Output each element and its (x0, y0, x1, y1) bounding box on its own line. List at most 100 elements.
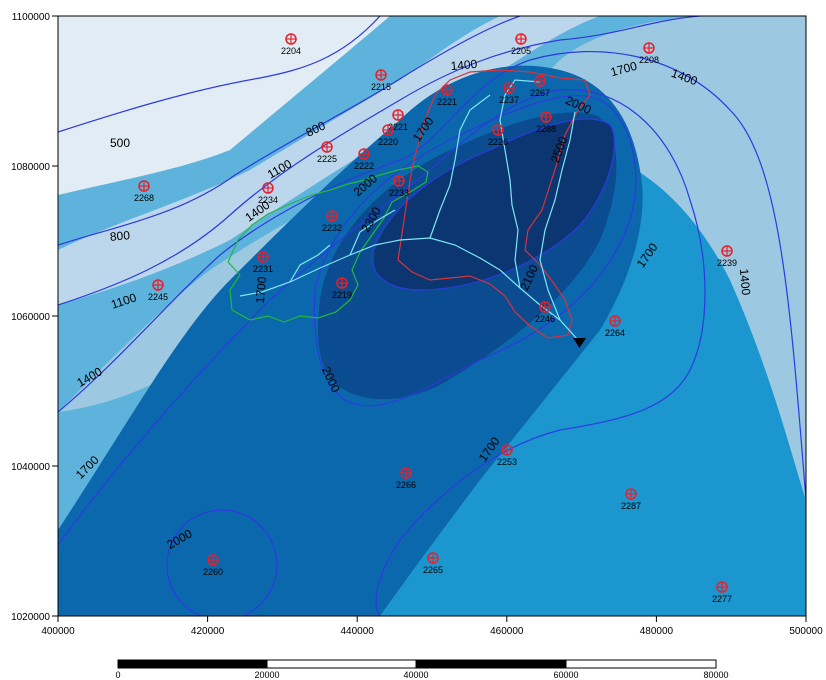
station-2277[interactable]: 2277 (712, 581, 732, 604)
station-label: 2266 (396, 480, 416, 490)
outlet-marker (573, 338, 586, 348)
station-label: 2221 (437, 97, 457, 107)
station-label: 2260 (203, 567, 223, 577)
station-label: 2267 (530, 88, 550, 98)
station-label: 2219 (332, 290, 352, 300)
station-2205[interactable]: 2205 (511, 33, 531, 56)
station-label: 2268 (134, 193, 154, 203)
x-axis-tick-label: 460000 (490, 626, 524, 637)
station-2219[interactable]: 2219 (332, 277, 352, 300)
scale-bar-segment (117, 659, 268, 669)
station-label: 2226 (488, 137, 508, 147)
station-2287[interactable]: 2287 (621, 488, 641, 511)
station-2234[interactable]: 2234 (258, 182, 278, 205)
station-2268[interactable]: 2268 (134, 180, 154, 203)
station-label: 2222 (354, 161, 374, 171)
x-axis-tick-label: 440000 (341, 626, 375, 637)
station-label: 2287 (621, 501, 641, 511)
x-axis-tick-label: 480000 (640, 626, 674, 637)
station-label: 2265 (423, 565, 443, 575)
contour-800 (58, 16, 521, 246)
contour-lines (58, 16, 806, 616)
station-2260[interactable]: 2260 (203, 554, 223, 577)
station-2245[interactable]: 2245 (148, 279, 168, 302)
station-label: 2245 (148, 292, 168, 302)
contour-2000-main (313, 94, 637, 407)
contour-label-500: 500 (110, 136, 130, 150)
y-axis-tick-label: 1080000 (11, 162, 50, 173)
scale-bar-segment (415, 659, 567, 669)
band-500 (58, 16, 390, 195)
station-2239[interactable]: 2239 (717, 245, 737, 268)
station-2204[interactable]: 2204 (281, 33, 301, 56)
scale-bar-segment (565, 659, 717, 669)
y-axis-tick-label: 1040000 (11, 462, 50, 473)
x-axis-tick-label: 500000 (789, 626, 823, 637)
x-axis-tick-label: 400000 (41, 626, 75, 637)
station-2265[interactable]: 2265 (423, 552, 443, 575)
basin-boundary-green (227, 165, 429, 323)
scale-bar-label: 0 (115, 670, 120, 680)
station-2264[interactable]: 2264 (605, 315, 625, 338)
station-label: 2239 (717, 258, 737, 268)
stream-east (539, 111, 576, 321)
contour-label-1700: 1700 (253, 276, 269, 304)
station-2231[interactable]: 2231 (253, 251, 273, 274)
scale-bar-label: 80000 (703, 670, 728, 680)
station-label: 2234 (258, 195, 278, 205)
station-2267[interactable]: 2267 (530, 75, 550, 98)
station-2266[interactable]: 2266 (396, 467, 416, 490)
band-2600 (374, 119, 614, 290)
band-2000-southwest (167, 510, 277, 616)
station-2208[interactable]: 2208 (639, 42, 659, 65)
scale-bar-label: 20000 (254, 670, 279, 680)
rain-gauge-stations: 2204 2205 2208 2215 2221 2237 2267 2221 2220 2226… (134, 33, 737, 604)
station-2232[interactable]: 2232 (322, 210, 342, 233)
y-axis-tick-label: 1020000 (11, 612, 50, 623)
contour-label-1400: 1400 (737, 268, 753, 296)
station-2233[interactable]: 2233 (389, 175, 409, 198)
station-2221[interactable]: 2221 (437, 84, 457, 107)
station-2220[interactable]: 2220 (378, 124, 398, 147)
station-2246[interactable]: 2246 (535, 301, 555, 324)
scale-bar-label: 60000 (553, 670, 578, 680)
station-label: 2221 (388, 122, 408, 132)
y-axis-tick-label: 1100000 (12, 12, 51, 23)
basin-boundary-red (397, 69, 591, 339)
station-label: 2225 (317, 154, 337, 164)
stream-tributary2 (289, 244, 331, 283)
contour-label-800: 800 (109, 228, 130, 244)
station-label: 2204 (281, 46, 301, 56)
station-label: 2253 (497, 457, 517, 467)
station-label: 2208 (639, 55, 659, 65)
scale-bar-segment (266, 659, 417, 669)
y-axis-tick-label: 1060000 (11, 312, 50, 323)
contour-2000-southwest (166, 509, 278, 616)
station-label: 2220 (378, 137, 398, 147)
map-axes: 400000 420000 440000 460000 480000 500000 1100… (11, 12, 823, 637)
station-label: 2231 (253, 264, 273, 274)
contour-label-1400: 1400 (450, 57, 478, 73)
contour-500 (58, 16, 381, 133)
station-label: 2277 (712, 594, 732, 604)
station-2222[interactable]: 2222 (354, 148, 374, 171)
stream-west (429, 94, 491, 239)
contour-label-1700: 1700 (609, 59, 639, 80)
station-2237[interactable]: 2237 (499, 82, 519, 105)
station-2253[interactable]: 2253 (497, 444, 517, 467)
station-label: 2233 (389, 188, 409, 198)
station-2226[interactable]: 2226 (488, 124, 508, 147)
station-label: 2288 (536, 124, 556, 134)
station-2215[interactable]: 2215 (371, 69, 391, 92)
contour-1700 (58, 89, 706, 616)
station-label: 2205 (511, 46, 531, 56)
station-2225[interactable]: 2225 (317, 141, 337, 164)
scale-bar-label: 40000 (403, 670, 428, 680)
scale-bar: 0 20000 40000 60000 80000 (115, 659, 729, 680)
contour-1400 (58, 51, 806, 501)
station-2288[interactable]: 2288 (536, 111, 556, 134)
x-axis-tick-label: 420000 (191, 626, 225, 637)
contour-1100 (58, 16, 701, 306)
station-2221[interactable]: 2221 (388, 109, 408, 132)
isohyet-bands (58, 16, 806, 616)
